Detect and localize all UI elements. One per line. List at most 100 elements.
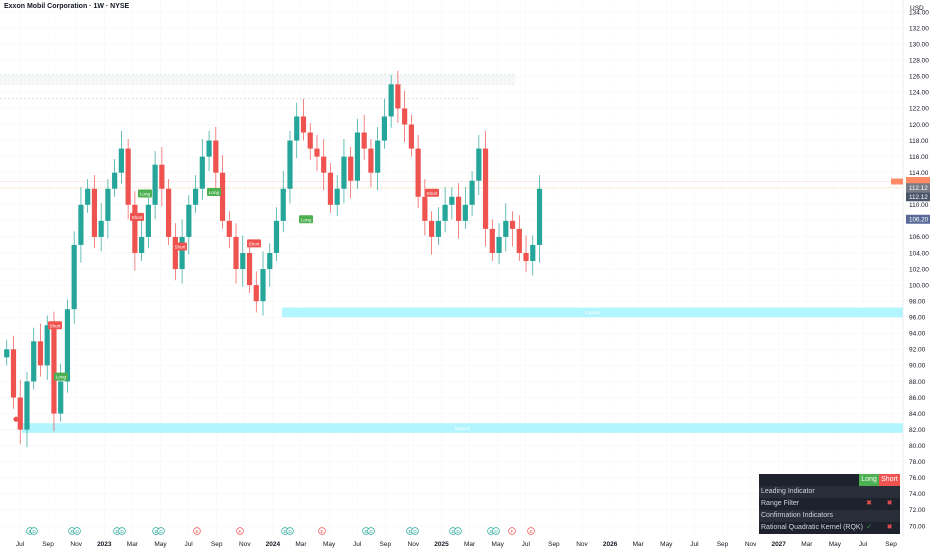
candle xyxy=(17,379,23,445)
candle xyxy=(172,223,178,281)
event-letter: E xyxy=(283,529,286,534)
event-circle xyxy=(236,527,244,535)
event-letter: F xyxy=(511,529,514,534)
candle-body xyxy=(31,341,37,382)
candle xyxy=(388,74,394,128)
candle-body xyxy=(516,228,522,253)
candle-body xyxy=(139,236,145,253)
price-tick-label: 126.00 xyxy=(909,74,929,81)
candle xyxy=(37,323,44,377)
candle xyxy=(206,130,212,172)
candle-body xyxy=(273,220,280,253)
candle xyxy=(91,175,98,249)
candle xyxy=(496,223,502,265)
time-tick-label: Jul xyxy=(859,541,868,548)
price-tick-label: 74.00 xyxy=(909,491,926,498)
candle-body xyxy=(375,140,381,173)
candle-body xyxy=(348,156,354,181)
candle-body xyxy=(294,116,300,141)
candle xyxy=(98,203,104,252)
time-tick-label: Mar xyxy=(464,541,476,548)
candle xyxy=(341,138,347,204)
price-tick-label: 84.00 xyxy=(909,411,926,418)
price-badge xyxy=(906,214,930,224)
price-tick-label: 76.00 xyxy=(909,475,926,482)
event-letter: D xyxy=(413,529,417,534)
candle-body xyxy=(24,381,30,430)
panel-row-label: Leading Indicator xyxy=(761,488,815,495)
signal-badge xyxy=(299,215,313,224)
price-axis: USD 70.00 72.00 74.00 76.00 78.00 80.00 82.00 84… xyxy=(891,0,930,536)
low-marker-icon xyxy=(13,416,19,422)
time-tick-label: Mar xyxy=(801,541,813,548)
earnings-event-icon: D xyxy=(30,527,38,535)
time-tick-label: Nov xyxy=(239,541,251,548)
price-tick-label: 94.00 xyxy=(909,331,926,338)
candle xyxy=(381,98,388,149)
candle-body xyxy=(307,132,313,149)
time-tick-label: Jul xyxy=(353,541,362,548)
candle xyxy=(273,207,280,262)
candle xyxy=(226,211,232,249)
candle xyxy=(139,219,145,262)
earnings-event-icon: D xyxy=(157,527,165,535)
short-signal: Short xyxy=(130,212,144,221)
event-letter: E xyxy=(408,529,411,534)
event-letter: E xyxy=(238,529,241,534)
candle-body xyxy=(280,188,286,221)
event-letter: D xyxy=(369,529,373,534)
range-filter-long-cross-icon: ✖ xyxy=(866,500,872,507)
candle xyxy=(219,155,226,229)
candle-body xyxy=(192,188,199,205)
candle xyxy=(287,130,293,204)
earnings-event-icon: D xyxy=(73,527,81,535)
earnings-event-icon: E xyxy=(193,527,201,535)
event-letter: D xyxy=(456,529,460,534)
event-circle xyxy=(411,527,419,535)
candle-body xyxy=(321,156,327,173)
candle-body xyxy=(118,148,124,173)
currency-label: USD xyxy=(910,5,924,12)
candle xyxy=(462,187,468,229)
price-tick-label: 124.00 xyxy=(909,90,929,97)
event-letter: E xyxy=(28,529,31,534)
candle xyxy=(44,315,50,380)
candle-body xyxy=(240,252,246,270)
range-filter-short-cross-icon: ✖ xyxy=(886,500,893,507)
candle xyxy=(348,146,354,199)
candle-body xyxy=(395,84,401,109)
event-letter: D xyxy=(32,529,36,534)
candle-body xyxy=(368,148,374,173)
event-circle xyxy=(527,527,535,535)
candle-body xyxy=(71,244,77,310)
candle-body xyxy=(112,172,118,189)
signal-text: Short xyxy=(175,245,187,250)
candles xyxy=(4,70,543,448)
candle-body xyxy=(246,252,253,286)
panel-header-row: Long Short xyxy=(759,474,900,486)
candle-body xyxy=(509,220,516,229)
event-circle xyxy=(367,527,375,535)
support-zone-label: Support xyxy=(455,426,472,431)
candle-body xyxy=(186,204,192,237)
event-letter: D xyxy=(288,529,292,534)
time-tick-label: May xyxy=(154,541,167,548)
candle xyxy=(118,130,124,184)
signal-badge xyxy=(207,187,221,196)
long-signal: Long xyxy=(54,372,68,381)
dividend-event-icon: F xyxy=(508,527,516,535)
event-letter: E xyxy=(115,529,118,534)
event-letter: E xyxy=(451,529,454,534)
candle xyxy=(192,175,199,213)
price-badge-text: 112.12 xyxy=(909,194,928,201)
rqk-long-check-icon: ✔ xyxy=(866,524,872,531)
candle xyxy=(536,175,543,263)
price-tick-label: 102.00 xyxy=(909,266,929,273)
candle xyxy=(4,339,10,366)
time-tick-label: 2025 xyxy=(434,541,449,548)
candle-body xyxy=(476,148,482,181)
candle-body xyxy=(206,140,212,157)
time-tick-label: Nov xyxy=(745,541,757,548)
price-tick-label: 106.00 xyxy=(909,234,929,241)
